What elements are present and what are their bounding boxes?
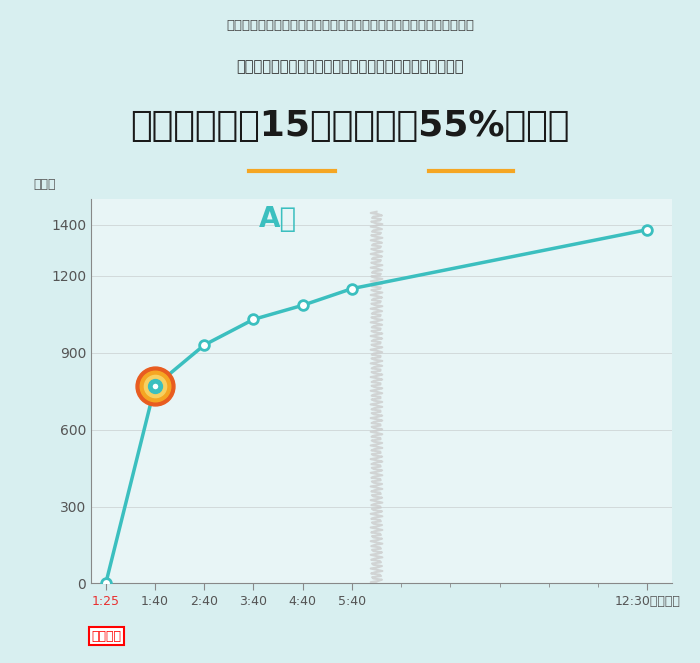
Text: セコムの高速配信エンジンで、安否確認の一斉通知を実現: セコムの高速配信エンジンで、安否確認の一斉通知を実現 <box>237 59 463 74</box>
Text: 地震発生から15分で回答率55%の実績: 地震発生から15分で回答率55%の実績 <box>130 109 570 143</box>
Text: 発生時刻: 発生時刻 <box>91 630 121 642</box>
Text: （人）: （人） <box>33 178 55 191</box>
Text: A社: A社 <box>259 206 298 233</box>
Text: 複数メール送信、専用アプリへプッシュ通知を同時に並列処理できる: 複数メール送信、専用アプリへプッシュ通知を同時に並列処理できる <box>226 19 474 32</box>
